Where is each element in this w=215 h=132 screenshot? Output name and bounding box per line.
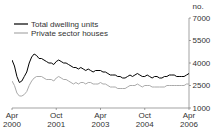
y-tick-label: 5500 (193, 36, 211, 45)
x-tick-label-line: Apr (6, 111, 19, 120)
line-series (12, 77, 189, 97)
x-tick-label-line: 2003 (92, 120, 110, 129)
x-tick-label-line: Oct (50, 111, 63, 120)
legend-label: Total dwelling units (31, 20, 98, 29)
x-tick-label: Apr2000 (3, 111, 21, 129)
y-axis-label: no. (193, 2, 204, 11)
legend-swatch (14, 32, 28, 33)
x-tick-label-line: 2006 (180, 120, 198, 129)
x-tick-label: Apr2003 (92, 111, 110, 129)
x-tick (12, 108, 13, 110)
y-tick (189, 40, 191, 41)
legend-label: Private sector houses (31, 29, 108, 38)
x-tick-label-line: Oct (139, 111, 152, 120)
y-tick-label: 1000 (193, 104, 211, 113)
x-tick-label-line: 2001 (47, 120, 65, 129)
y-tick (189, 85, 191, 86)
legend: Total dwelling unitsPrivate sector house… (14, 20, 108, 38)
y-tick-label: 7000 (193, 14, 211, 23)
x-tick-label: Oct2001 (47, 111, 65, 129)
x-tick (189, 108, 190, 110)
y-tick (189, 18, 191, 19)
y-tick-label: 2500 (193, 81, 211, 90)
x-tick (144, 108, 145, 110)
x-tick-label-line: 2000 (3, 120, 21, 129)
plot-area (12, 54, 189, 96)
x-tick-label: Oct2004 (136, 111, 154, 129)
legend-swatch (14, 23, 28, 24)
y-tick-label: 4000 (193, 59, 211, 68)
x-tick (56, 108, 57, 110)
x-tick-label-line: 2004 (136, 120, 154, 129)
y-tick (189, 63, 191, 64)
x-tick-label: Apr2006 (180, 111, 198, 129)
x-tick-label-line: Apr (183, 111, 196, 120)
line-series (12, 54, 189, 83)
x-tick (100, 108, 101, 110)
chart: 10002500400055007000no.Apr2000Oct2001Apr… (0, 0, 215, 132)
x-tick-label-line: Apr (94, 111, 107, 120)
